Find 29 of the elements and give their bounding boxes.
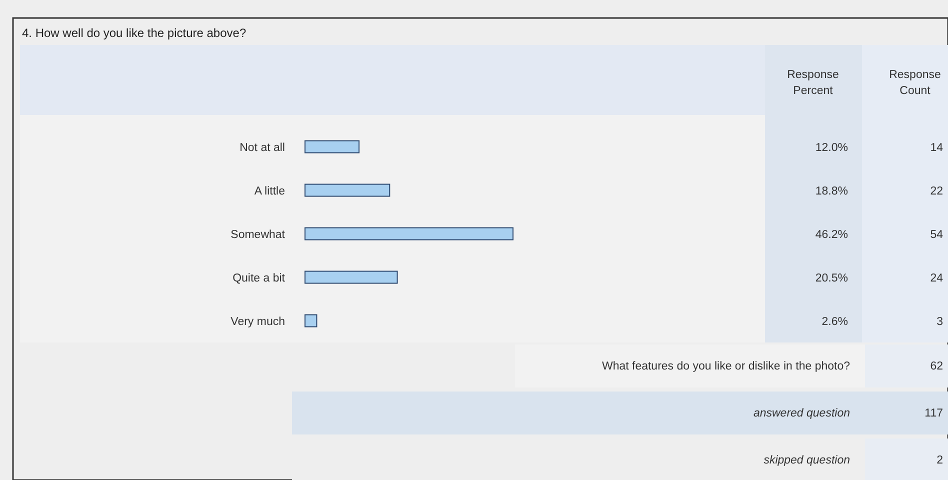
y-tick-label: Somewhat (230, 228, 286, 241)
y-tick-label: Quite a bit (232, 272, 286, 284)
data-label: 12.0% (815, 142, 848, 154)
data-label: 46.2% (815, 228, 848, 241)
text: 54 (930, 228, 944, 241)
bar (304, 227, 514, 240)
text: skipped question (764, 454, 850, 466)
text: 62 (930, 360, 943, 372)
bar (304, 270, 398, 284)
text: Response Count (889, 69, 941, 97)
bar (304, 314, 318, 328)
y-tick-label: Very much (230, 316, 285, 328)
text: 24 (930, 272, 944, 284)
text: 22 (930, 185, 943, 198)
y-tick-label: Not at all (240, 142, 285, 154)
y-tick-label: A little (254, 185, 285, 198)
text: answered question (753, 408, 850, 420)
data-label: 18.8% (815, 185, 848, 198)
bar (304, 140, 360, 154)
data-label: 2.6% (822, 316, 848, 328)
text: 3 (936, 316, 943, 328)
text: 117 (924, 408, 943, 420)
text: 14 (930, 142, 944, 154)
data-label: 20.5% (815, 272, 848, 284)
text: 4. How well do you like the picture above? (22, 26, 246, 40)
text: 2 (936, 454, 943, 466)
text: Response Percent (787, 69, 839, 97)
text: What features do you like or dislike in the photo? (602, 360, 850, 372)
bar (304, 184, 390, 197)
